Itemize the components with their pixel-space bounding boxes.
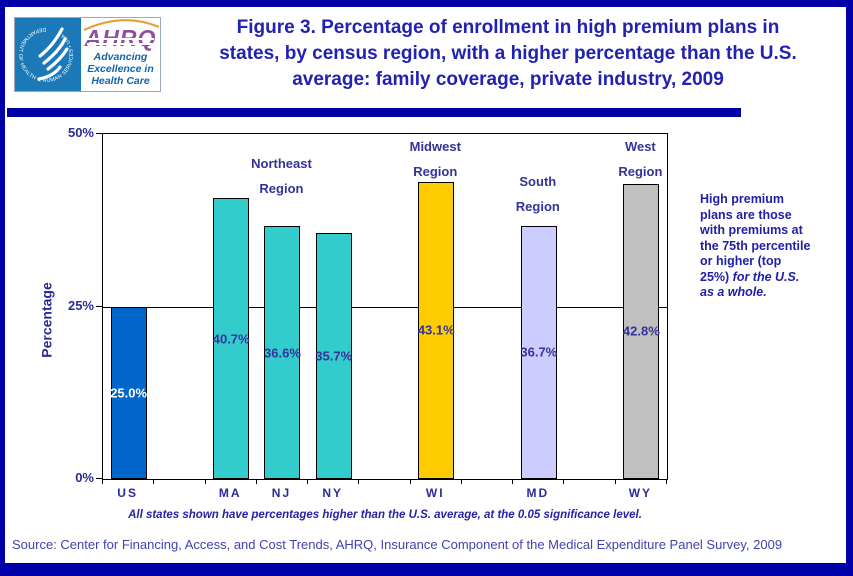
- region-label-line1: Midwest: [409, 139, 461, 154]
- x-axis-tick: [409, 479, 411, 484]
- y-axis-label-50%: 50%: [67, 125, 94, 140]
- x-axis-tick: [460, 479, 462, 484]
- ahrq-tagline: Advancing Excellence in Health Care: [81, 51, 160, 87]
- x-axis-tick: [563, 479, 565, 484]
- bar-value-label-NY: 35.7%: [315, 348, 353, 364]
- y-axis-label-0%: 0%: [75, 470, 94, 485]
- ahrq-hhs-logo: DEPARTMENT OF HEALTH & HUMAN SERVICES • …: [14, 17, 161, 92]
- x-axis-label-WI: WI: [425, 486, 445, 500]
- bar-MA: [213, 198, 250, 479]
- bar-value-label-WI: 43.1%: [417, 322, 455, 338]
- region-label-line2: Region: [515, 199, 560, 214]
- figure-title-line3: average: family coverage, private indust…: [292, 69, 724, 90]
- x-axis-tick: [666, 479, 667, 484]
- bar-value-label-NJ: 36.6%: [264, 345, 301, 361]
- bar-US: [110, 306, 147, 479]
- bar-value-label-MD: 36.7%: [520, 344, 558, 360]
- x-axis-label-WY: WY: [628, 486, 653, 500]
- x-axis-tick: [512, 479, 514, 484]
- region-label-line1: South: [519, 174, 557, 189]
- region-label-line1: West: [624, 139, 656, 154]
- x-axis-label-US: US: [117, 486, 138, 500]
- bar-value-label-MA: 40.7%: [212, 331, 250, 347]
- plot-area: 25.0% 40.7% 36.6% 35.7% 43.1% 36.7% 42.8%: [102, 133, 668, 480]
- significance-footnote: All states shown have percentages higher…: [128, 509, 642, 521]
- x-axis-label-MD: MD: [526, 486, 550, 500]
- y-axis-tick: [96, 478, 102, 479]
- figure-title-line2: states, by census region, with a higher …: [219, 43, 797, 64]
- side-note-main: High premium plans are those with premiu…: [700, 192, 811, 284]
- x-axis-label-NY: NY: [322, 486, 344, 500]
- ahrq-wordmark: AHRQ: [81, 26, 160, 50]
- region-label-west: West Region: [618, 134, 662, 184]
- x-axis-tick: [614, 479, 616, 484]
- region-label-line2: Region: [413, 164, 458, 179]
- y-axis-tick: [96, 305, 102, 307]
- figure-title-line1: Figure 3. Percentage of enrollment in hi…: [236, 17, 780, 38]
- ahrq-arc-icon: [83, 19, 160, 31]
- region-label-south: South Region: [516, 169, 560, 219]
- x-axis-tick: [307, 479, 309, 484]
- tagline-line1: Advancing: [93, 51, 148, 63]
- outer-border-right: [846, 0, 853, 576]
- x-axis-tick: [255, 479, 257, 484]
- x-axis-tick: [358, 479, 360, 484]
- y-axis-tick: [96, 133, 102, 134]
- source-line: Source: Center for Financing, Access, an…: [12, 537, 783, 552]
- region-label-northeast: Northeast Region: [251, 151, 312, 201]
- x-axis-tick: [204, 479, 206, 484]
- bar-value-label-US: 25.0%: [110, 385, 148, 401]
- x-axis-tick: [102, 479, 103, 484]
- ahrq-logo-panel: AHRQ Advancing Excellence in Health Care: [81, 18, 160, 91]
- y-axis-title: Percentage: [0, 240, 102, 400]
- tagline-line3: Health Care: [91, 75, 150, 87]
- y-axis-title-text: Percentage: [38, 282, 55, 358]
- region-label-midwest: Midwest Region: [410, 134, 461, 184]
- x-axis-label-NJ: NJ: [271, 486, 292, 500]
- header-divider-bar: [7, 108, 741, 117]
- bar-WI: [418, 181, 455, 479]
- x-axis-tick: [153, 479, 155, 484]
- x-axis-label-MA: MA: [218, 486, 242, 500]
- tagline-line2: Excellence in: [87, 63, 154, 75]
- ahrq-slit-line: [87, 43, 154, 45]
- side-note: High premium plans are those with premiu…: [700, 192, 812, 301]
- bar-WY: [623, 183, 660, 479]
- region-label-line1: Northeast: [251, 156, 312, 171]
- ahrq-slit-line: [87, 38, 154, 40]
- region-label-line2: Region: [259, 181, 304, 196]
- outer-border-top: [0, 0, 853, 7]
- outer-border-left: [0, 0, 5, 576]
- bar-value-label-WY: 42.8%: [622, 323, 660, 339]
- hhs-eagle-icon: [37, 27, 69, 81]
- bar-NY: [315, 232, 352, 479]
- outer-border-bottom: [0, 563, 853, 576]
- hhs-seal-icon: DEPARTMENT OF HEALTH & HUMAN SERVICES • …: [15, 18, 81, 91]
- figure-title: Figure 3. Percentage of enrollment in hi…: [172, 15, 844, 93]
- side-note-italic: for the U.S. as a whole.: [700, 269, 800, 300]
- bar-MD: [520, 225, 557, 479]
- y-axis-label-25%: 25%: [67, 297, 94, 313]
- gridline-25: [103, 306, 667, 308]
- bar-NJ: [264, 226, 301, 479]
- region-label-line2: Region: [618, 164, 663, 179]
